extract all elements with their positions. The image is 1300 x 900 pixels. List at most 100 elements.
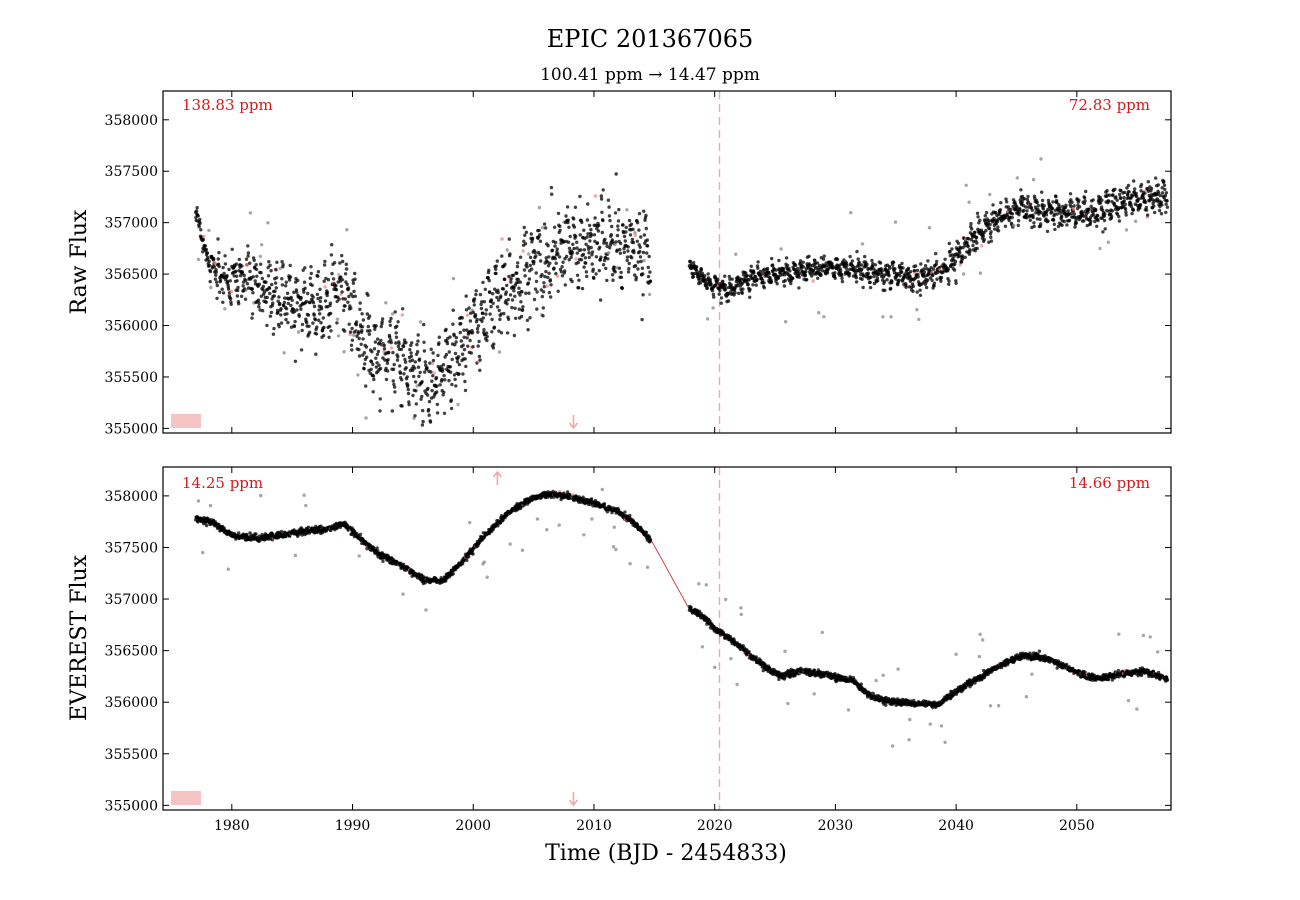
data-point	[369, 367, 373, 371]
data-point	[487, 268, 491, 272]
data-point	[881, 673, 885, 677]
data-point	[991, 203, 995, 207]
data-point	[597, 268, 601, 273]
data-point	[415, 342, 419, 347]
data-point	[1019, 188, 1023, 192]
data-point	[523, 242, 528, 246]
data-point	[741, 287, 745, 291]
data-point	[633, 264, 638, 268]
data-point	[534, 254, 538, 258]
data-point	[1164, 202, 1168, 206]
data-point	[601, 263, 606, 267]
data-point	[585, 218, 590, 222]
data-point	[515, 264, 520, 269]
data-point	[578, 233, 582, 237]
data-point	[844, 266, 848, 270]
data-point	[998, 210, 1002, 215]
data-point	[521, 249, 525, 253]
data-point	[296, 278, 300, 283]
data-point	[1015, 176, 1019, 180]
data-point	[958, 251, 962, 255]
data-point	[554, 272, 558, 276]
data-point	[304, 503, 308, 508]
data-point	[617, 266, 622, 270]
data-point	[625, 255, 630, 259]
data-point	[527, 252, 531, 256]
data-point	[392, 385, 397, 389]
data-point	[621, 223, 625, 227]
data-point	[507, 237, 511, 241]
data-point	[988, 192, 992, 197]
data-point	[633, 233, 637, 238]
data-point	[456, 402, 460, 407]
data-point	[1062, 219, 1067, 224]
data-point	[308, 330, 312, 334]
data-point	[819, 273, 823, 277]
data-point	[1085, 223, 1090, 228]
data-point	[351, 281, 356, 285]
data-point	[435, 411, 440, 415]
data-point	[756, 260, 760, 264]
data-point	[317, 318, 321, 322]
chart-title: EPIC 201367065	[547, 25, 754, 53]
data-point	[777, 258, 781, 263]
data-point	[499, 331, 504, 335]
data-point	[1070, 200, 1074, 204]
data-point	[518, 255, 523, 259]
data-point	[1015, 205, 1019, 209]
data-point	[453, 351, 458, 356]
data-point	[504, 290, 508, 294]
data-point	[293, 319, 297, 324]
data-point	[538, 239, 543, 243]
data-point	[1095, 224, 1099, 228]
data-point	[575, 240, 579, 244]
data-point	[409, 343, 413, 348]
data-point	[275, 260, 279, 264]
data-point	[300, 322, 305, 327]
data-point	[890, 279, 894, 284]
data-point	[975, 211, 980, 215]
data-point	[302, 290, 306, 294]
data-point	[319, 296, 323, 300]
data-point	[255, 274, 259, 278]
data-point	[208, 503, 213, 508]
data-point	[537, 205, 542, 210]
data-point	[1138, 203, 1143, 207]
data-point	[756, 266, 760, 270]
data-point	[487, 278, 491, 283]
data-point	[1022, 197, 1027, 201]
data-point	[901, 266, 905, 270]
data-point	[466, 344, 470, 348]
data-point	[292, 324, 297, 329]
data-point	[861, 285, 865, 290]
data-point	[730, 277, 734, 281]
data-point	[974, 235, 979, 240]
data-point	[335, 299, 339, 304]
data-point	[1031, 215, 1035, 220]
y-axis-label: Raw Flux	[67, 209, 92, 314]
data-point	[357, 354, 362, 358]
data-point	[797, 275, 801, 279]
data-point	[401, 353, 405, 358]
data-point	[570, 279, 574, 284]
data-point	[362, 367, 366, 371]
data-point	[572, 217, 576, 221]
data-point	[396, 320, 400, 324]
data-point	[705, 317, 710, 321]
data-point	[782, 284, 787, 288]
data-point	[614, 240, 618, 244]
data-point	[478, 358, 482, 362]
data-point	[735, 682, 739, 687]
data-point	[724, 597, 728, 602]
data-point	[312, 304, 317, 309]
data-point	[784, 320, 788, 324]
data-point	[927, 226, 932, 230]
data-point	[1073, 225, 1077, 229]
data-point	[853, 266, 857, 270]
data-point	[593, 216, 597, 220]
data-point	[648, 270, 652, 274]
data-point	[252, 258, 256, 262]
data-point	[893, 220, 898, 224]
data-point	[904, 285, 908, 289]
data-point	[302, 493, 306, 497]
